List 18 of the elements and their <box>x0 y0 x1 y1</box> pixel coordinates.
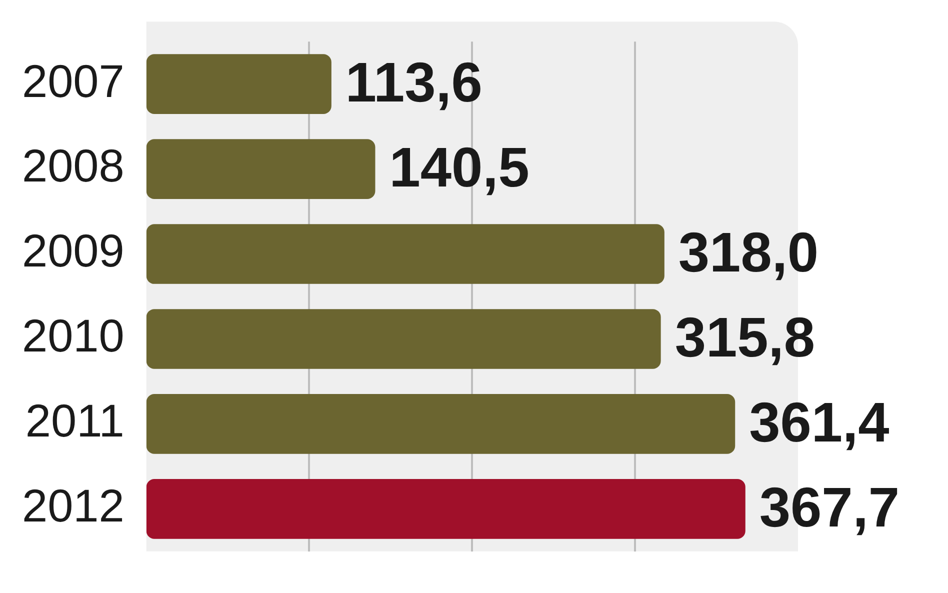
data-label: 315,8 <box>674 305 815 368</box>
y-tick-label: 2011 <box>25 394 124 447</box>
y-tick-label: 2008 <box>22 140 124 192</box>
data-label: 361,4 <box>749 390 890 454</box>
data-label: 140,5 <box>389 135 530 198</box>
bar <box>146 54 332 114</box>
y-tick-label: 2009 <box>22 224 124 277</box>
bar <box>146 394 736 454</box>
y-tick-label: 2012 <box>22 480 124 532</box>
y-tick-label: 2007 <box>22 54 124 107</box>
data-label: 367,7 <box>759 475 900 538</box>
data-label: 113,6 <box>345 50 482 114</box>
bar <box>146 139 376 199</box>
bar <box>146 224 664 284</box>
data-label: 318,0 <box>678 220 819 284</box>
bar <box>146 309 661 369</box>
y-tick-label: 2010 <box>22 310 124 362</box>
bar <box>146 479 746 539</box>
